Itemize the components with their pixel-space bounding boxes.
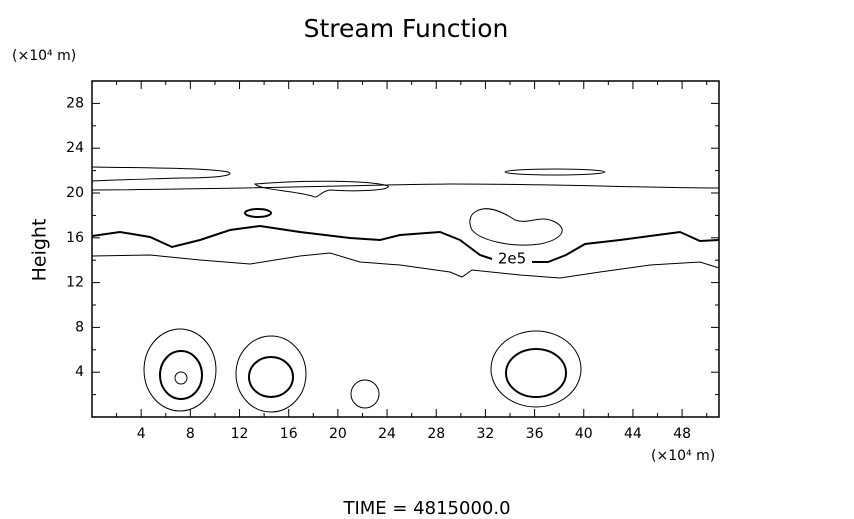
x-tick-label: 12 [231, 426, 249, 442]
x-tick-label: 24 [378, 426, 396, 442]
x-tick-label: 32 [476, 426, 494, 442]
plot-frame [91, 80, 720, 418]
y-tick-label: 4 [75, 364, 84, 380]
x-tick-label: 8 [186, 426, 195, 442]
y-unit-label: (×10⁴ m) [12, 48, 76, 64]
x-tick-label: 48 [673, 426, 691, 442]
x-tick-label: 20 [329, 426, 347, 442]
x-tick-label: 44 [624, 426, 642, 442]
x-tick-label: 40 [575, 426, 593, 442]
y-tick-label: 12 [66, 275, 84, 291]
y-tick-label: 16 [66, 230, 84, 246]
contour-label: 2e5 [498, 250, 526, 268]
x-tick-label: 36 [526, 426, 544, 442]
x-unit-label: (×10⁴ m) [651, 448, 715, 464]
x-tick-label: 28 [427, 426, 445, 442]
chart-title: Stream Function [304, 14, 509, 43]
y-tick-label: 28 [66, 95, 84, 111]
x-tick-label: 4 [137, 426, 146, 442]
y-tick-label: 24 [66, 140, 84, 156]
y-axis-label: Height [29, 219, 51, 282]
contours: 2e5 [91, 166, 720, 413]
y-tick-label: 20 [66, 185, 84, 201]
footer: TIME = 4815000.0 [342, 498, 510, 519]
y-tick-label: 8 [75, 319, 84, 335]
x-tick-label: 16 [280, 426, 298, 442]
